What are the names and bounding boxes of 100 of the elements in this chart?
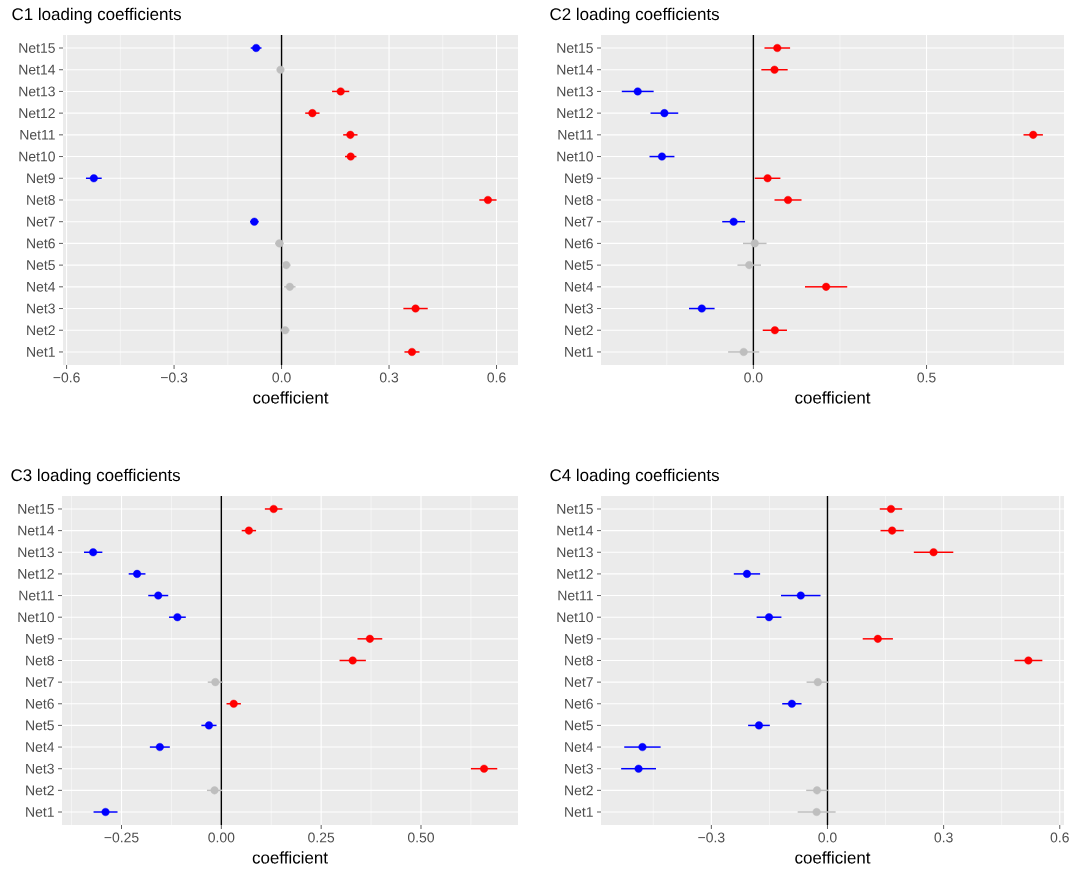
y-tick-label: Net15 bbox=[557, 504, 593, 514]
y-tick-label: Net2 bbox=[565, 325, 593, 336]
x-tick-label: −0.3 bbox=[698, 832, 725, 843]
y-tick-label: Net13 bbox=[18, 547, 54, 558]
y-tick-label: Net11 bbox=[20, 129, 55, 140]
point bbox=[285, 282, 294, 291]
y-tick-label: Net1 bbox=[27, 347, 55, 357]
point bbox=[365, 634, 374, 643]
point bbox=[346, 130, 355, 139]
y-tick-label: Net1 bbox=[565, 807, 593, 817]
x-tick-label: −0.6 bbox=[53, 372, 80, 383]
point bbox=[888, 526, 897, 535]
y-tick-label: Net1 bbox=[565, 347, 593, 357]
y-tick-label: Net4 bbox=[26, 742, 55, 752]
x-tick-label: 0.00 bbox=[208, 832, 235, 843]
y-tick-label: Net9 bbox=[27, 173, 55, 184]
point bbox=[697, 304, 706, 313]
point bbox=[638, 743, 647, 752]
point bbox=[336, 87, 345, 96]
y-tick-label: Net11 bbox=[558, 590, 593, 601]
y-tick-label: Net8 bbox=[565, 195, 593, 205]
y-tick-label: Net14 bbox=[557, 525, 594, 536]
y-tick-label: Net1 bbox=[26, 807, 54, 817]
point bbox=[101, 808, 110, 816]
y-tick-label: Net15 bbox=[18, 504, 54, 514]
point bbox=[729, 217, 738, 226]
point bbox=[796, 591, 805, 600]
chart-title: C1 loading coefficients bbox=[12, 7, 181, 24]
y-tick-label: Net9 bbox=[26, 633, 54, 644]
y-tick-label: Net5 bbox=[27, 260, 55, 270]
x-tick-label: 0.0 bbox=[272, 372, 291, 383]
y-tick-label: Net6 bbox=[565, 238, 593, 249]
y-tick-label: Net11 bbox=[558, 129, 593, 140]
y-tick-label: Net10 bbox=[19, 151, 55, 162]
point bbox=[770, 326, 779, 335]
y-tick-label: Net10 bbox=[557, 612, 593, 623]
point bbox=[89, 174, 98, 183]
point bbox=[745, 261, 754, 270]
y-tick-label: Net12 bbox=[18, 568, 54, 579]
point bbox=[633, 87, 642, 96]
y-tick-label: Net12 bbox=[19, 108, 55, 119]
point bbox=[873, 634, 882, 643]
point bbox=[407, 347, 416, 356]
point bbox=[411, 304, 420, 313]
y-tick-label: Net5 bbox=[26, 720, 54, 731]
chart-title: C3 loading coefficients bbox=[11, 468, 180, 485]
y-tick-label: Net13 bbox=[557, 86, 593, 97]
y-tick-label: Net9 bbox=[565, 173, 593, 184]
y-tick-label: Net10 bbox=[557, 151, 593, 162]
y-tick-label: Net5 bbox=[565, 720, 593, 731]
y-tick-label: Net12 bbox=[557, 568, 593, 579]
point bbox=[657, 152, 666, 161]
point bbox=[210, 786, 219, 795]
point bbox=[812, 808, 821, 816]
y-tick-label: Net7 bbox=[27, 216, 55, 227]
point bbox=[765, 613, 774, 622]
point bbox=[750, 239, 759, 248]
x-tick-label: −0.25 bbox=[104, 832, 139, 843]
point bbox=[813, 786, 822, 795]
point bbox=[204, 721, 213, 730]
y-tick-label: Net3 bbox=[565, 303, 593, 314]
y-tick-label: Net3 bbox=[27, 303, 55, 314]
y-tick-label: Net4 bbox=[565, 281, 594, 292]
y-tick-label: Net3 bbox=[26, 763, 54, 774]
y-tick-label: Net8 bbox=[26, 655, 54, 666]
point bbox=[813, 678, 822, 687]
point bbox=[1029, 130, 1038, 139]
point bbox=[308, 109, 317, 118]
y-tick-label: Net10 bbox=[18, 612, 54, 623]
y-tick-label: Net15 bbox=[19, 43, 55, 53]
y-tick-label: Net2 bbox=[565, 785, 593, 796]
x-tick-label: 0.5 bbox=[917, 372, 936, 383]
point bbox=[754, 721, 763, 730]
point bbox=[89, 548, 98, 557]
x-tick-label: 0.0 bbox=[744, 372, 763, 383]
x-tick-label: 0.6 bbox=[1050, 832, 1069, 843]
x-tick-label: 0.0 bbox=[818, 832, 837, 843]
x-tick-label: −0.3 bbox=[160, 372, 188, 383]
point bbox=[269, 504, 278, 513]
point bbox=[229, 699, 238, 708]
y-tick-label: Net14 bbox=[557, 64, 594, 75]
y-tick-label: Net2 bbox=[27, 325, 55, 336]
x-axis-title: coefficient bbox=[795, 851, 871, 864]
chart-title: C4 loading coefficients bbox=[550, 468, 719, 485]
point bbox=[480, 764, 489, 773]
point bbox=[763, 174, 772, 183]
y-tick-label: Net12 bbox=[557, 108, 593, 119]
y-tick-label: Net7 bbox=[26, 677, 54, 687]
y-tick-label: Net6 bbox=[565, 698, 593, 709]
y-tick-label: Net4 bbox=[565, 742, 594, 752]
point bbox=[211, 678, 220, 687]
y-tick-label: Net8 bbox=[27, 195, 55, 205]
x-axis-title: coefficient bbox=[795, 391, 871, 404]
point bbox=[281, 326, 290, 335]
x-tick-label: 0.50 bbox=[407, 832, 435, 843]
y-tick-label: Net13 bbox=[19, 86, 55, 97]
point bbox=[929, 548, 938, 557]
point bbox=[773, 44, 782, 53]
x-tick-label: 0.25 bbox=[308, 832, 335, 843]
point bbox=[133, 569, 142, 578]
